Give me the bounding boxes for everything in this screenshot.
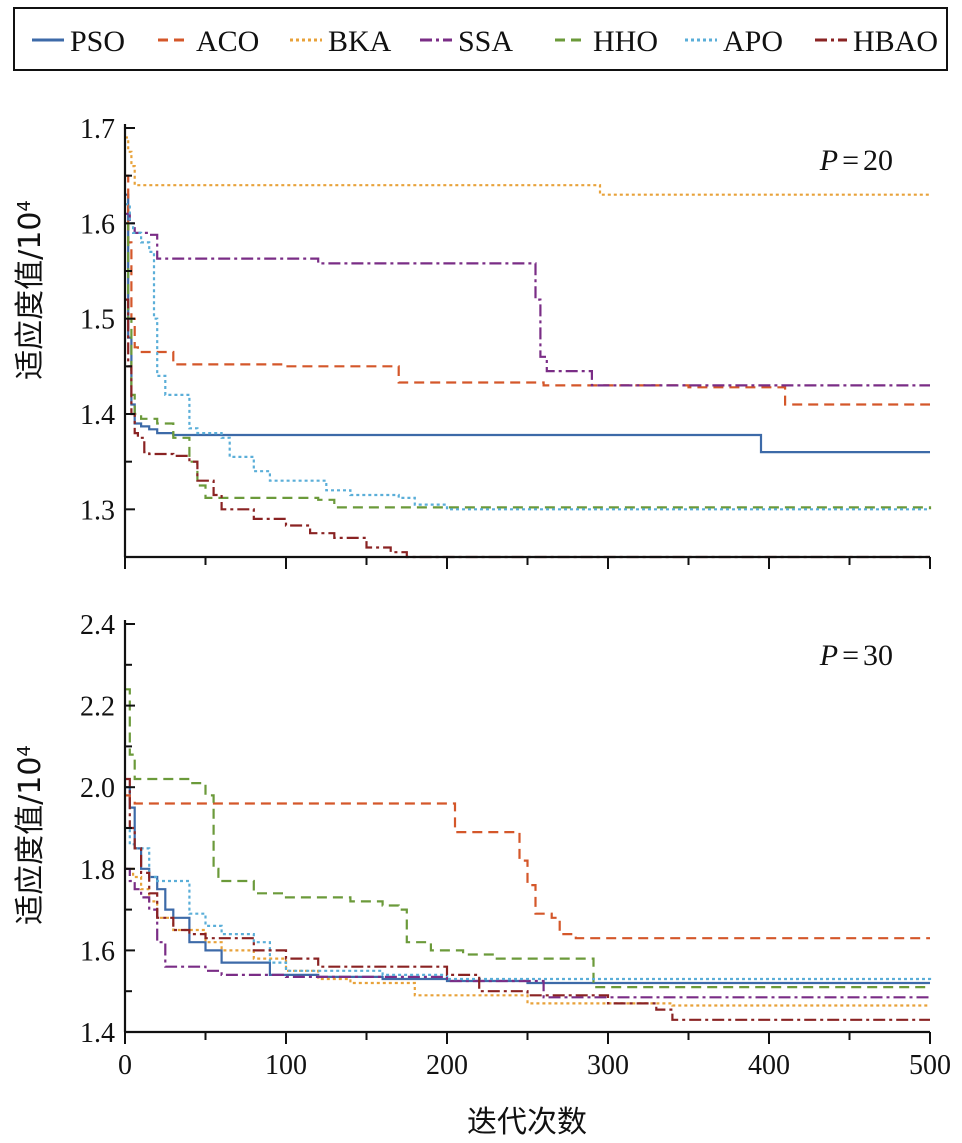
series-line-hbao-p20 <box>125 298 930 559</box>
annotation-eq-p30: = <box>842 639 859 672</box>
y-tick-label-p30: 1.6 <box>80 936 115 967</box>
y-axis-label-sup-p20: 4 <box>14 200 35 211</box>
annotation-var-p20: P <box>819 144 838 177</box>
legend-box <box>13 7 948 71</box>
series-line-hho-p20 <box>125 222 932 510</box>
y-tick-label-p30: 2.0 <box>80 773 115 804</box>
y-axis-label-p20: 适应度值/104 <box>13 200 48 380</box>
series-line-aco-p30 <box>125 794 930 940</box>
y-axis-label-p30: 适应度值/104 <box>13 745 48 925</box>
y-tick-label-p30: 2.4 <box>80 610 115 641</box>
annotation-value-p30: 30 <box>863 639 893 672</box>
legend-label-ssa: SSA <box>458 25 513 58</box>
y-tick-label-p20: 1.6 <box>80 209 115 240</box>
plot-p30: 适应度值/104 P = 30 1.4 1.6 1.8 2.0 2.2 2.4 0 100 200 3… <box>13 610 951 1081</box>
series-line-ssa-p20 <box>125 212 930 387</box>
series-line-aco-p20 <box>125 174 930 406</box>
legend-label-hho: HHO <box>593 25 658 58</box>
x-tick-label-p30: 0 <box>118 1050 132 1081</box>
annotation-value-p20: 20 <box>863 144 893 177</box>
legend-label-apo: APO <box>723 25 783 58</box>
x-tick-label-p30: 100 <box>265 1050 307 1081</box>
annotation-eq-p20: = <box>842 144 859 177</box>
y-tick-label-p30: 1.8 <box>80 855 115 886</box>
x-tick-label-p30: 400 <box>748 1050 790 1081</box>
y-tick-label-p30: 1.4 <box>80 1018 115 1049</box>
x-tick-label-p30: 500 <box>909 1050 951 1081</box>
legend-label-pso: PSO <box>70 25 125 58</box>
series-line-hho-p30 <box>125 688 930 989</box>
y-axis-label-text-p20: 适应度值/10 <box>13 212 48 380</box>
annotation-var-p30: P <box>819 639 838 672</box>
y-axis-label-sup-p30: 4 <box>14 745 35 756</box>
legend-label-hbao: HBAO <box>853 25 938 58</box>
y-tick-label-p20: 1.5 <box>80 305 115 336</box>
series-line-hbao-p30 <box>125 777 930 1021</box>
series-line-bka-p20 <box>125 136 930 196</box>
series-line-apo-p30 <box>125 826 932 981</box>
legend: PSO ACO BKA SSA HHO APO HBAO <box>13 7 948 71</box>
plot-p20: 适应度值/104 P = 20 1.3 1.4 1.5 1.6 1.7 <box>13 114 932 569</box>
series-line-apo-p20 <box>125 203 930 511</box>
series-line-pso-p20 <box>125 193 930 454</box>
legend-label-bka: BKA <box>328 25 392 58</box>
legend-label-aco: ACO <box>196 25 259 58</box>
x-tick-label-p30: 200 <box>426 1050 468 1081</box>
annotation-p30: P = 30 <box>819 639 893 672</box>
y-axis-label-text-p30: 适应度值/10 <box>13 757 48 925</box>
legend-items: PSO ACO BKA SSA HHO APO HBAO <box>32 25 938 58</box>
annotation-p20: P = 20 <box>819 144 893 177</box>
y-tick-label-p20: 1.7 <box>80 114 115 145</box>
y-tick-label-p30: 2.2 <box>80 692 115 723</box>
x-axis-label: 迭代次数 <box>467 1105 587 1140</box>
y-tick-label-p20: 1.4 <box>80 400 115 431</box>
y-tick-label-p20: 1.3 <box>80 495 115 526</box>
x-tick-label-p30: 300 <box>587 1050 629 1081</box>
series-line-pso-p30 <box>125 786 930 985</box>
